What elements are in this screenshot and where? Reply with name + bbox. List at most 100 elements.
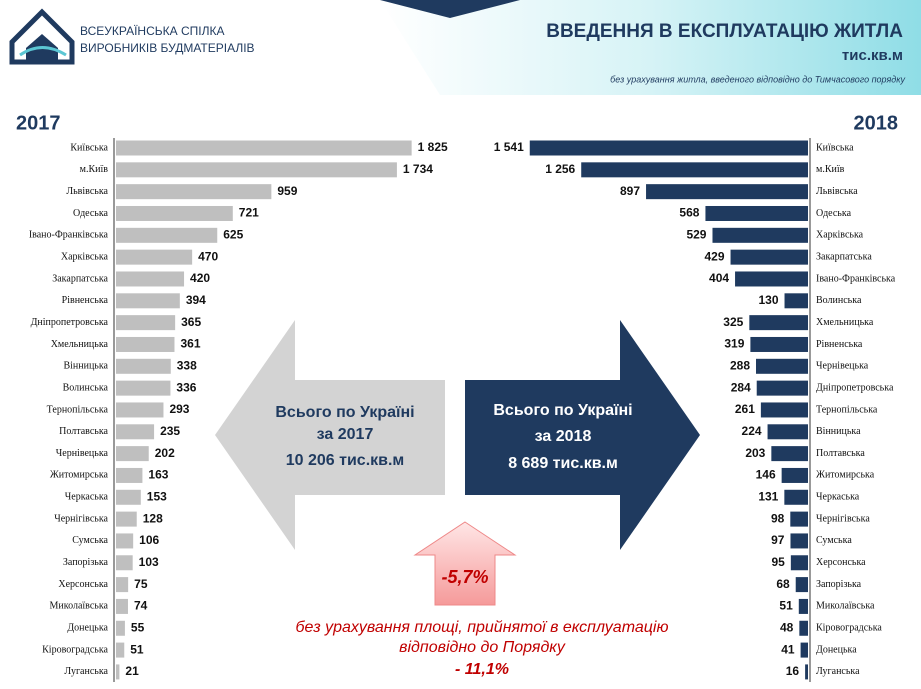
bar <box>116 140 412 156</box>
bar <box>750 336 808 352</box>
value-label: 146 <box>756 468 776 482</box>
bar <box>799 620 808 636</box>
header-accent <box>380 0 520 18</box>
change: -5,7% <box>441 567 488 587</box>
value-label: 235 <box>160 424 180 438</box>
value-label: 959 <box>277 184 297 198</box>
category-label: Запорізька <box>816 579 862 590</box>
bar <box>805 664 808 680</box>
bar <box>116 315 176 331</box>
category-label: Миколаївська <box>50 601 109 612</box>
value-label: 97 <box>771 533 785 547</box>
value-label: 319 <box>724 337 744 351</box>
category-label: Херсонська <box>58 579 108 590</box>
value-label: 95 <box>771 555 785 569</box>
value-label: 74 <box>134 599 148 613</box>
bar <box>116 620 125 636</box>
note: відповідно до Порядку <box>399 639 566 656</box>
value-label: 897 <box>620 184 640 198</box>
bar <box>771 446 808 462</box>
bar <box>790 555 808 571</box>
value-label: 21 <box>125 664 139 678</box>
bar <box>767 424 808 440</box>
bar <box>790 533 808 549</box>
total-label: за 2018 <box>535 428 592 445</box>
bar <box>116 446 149 462</box>
category-label: Чернівецька <box>816 361 869 372</box>
bar <box>798 598 808 614</box>
category-label: Донецька <box>67 623 108 634</box>
category-label: Рівненська <box>62 295 109 306</box>
category-label: Херсонська <box>816 557 866 568</box>
bar <box>116 598 128 614</box>
value-label: 128 <box>143 511 163 525</box>
value-label: 338 <box>177 358 197 372</box>
value-label: 261 <box>735 402 755 416</box>
bar <box>116 271 185 287</box>
value-label: 51 <box>779 599 793 613</box>
value-label: 55 <box>131 620 145 634</box>
category-label: Львівська <box>66 186 108 197</box>
total-value: 8 689 тис.кв.м <box>508 455 618 472</box>
total-value: 10 206 тис.кв.м <box>286 452 405 469</box>
bar <box>116 227 218 243</box>
bar <box>760 402 808 418</box>
bar <box>790 511 808 527</box>
category-label: Миколаївська <box>816 601 875 612</box>
value-label: 68 <box>776 577 790 591</box>
chart-title: 2017 <box>16 112 61 134</box>
category-label: Закарпатська <box>52 273 108 284</box>
category-label: Дніпропетровська <box>816 382 894 393</box>
value-label: 365 <box>181 315 201 329</box>
value-label: 529 <box>686 227 706 241</box>
category-label: Дніпропетровська <box>31 317 109 328</box>
org-name: ВСЕУКРАЇНСЬКА СПІЛКА <box>80 24 224 38</box>
value-label: 106 <box>139 533 159 547</box>
category-label: Чернігівська <box>54 513 108 524</box>
bar <box>116 358 171 374</box>
category-label: Хмельницька <box>51 339 109 350</box>
value-label: 51 <box>130 642 144 656</box>
bar <box>800 642 808 658</box>
value-label: 284 <box>731 380 751 394</box>
bar <box>795 577 808 593</box>
value-label: 470 <box>198 249 218 263</box>
logo <box>9 8 75 65</box>
bar <box>116 336 175 352</box>
category-label: Черкаська <box>816 492 860 503</box>
value-label: 75 <box>134 577 148 591</box>
org-name: ВИРОБНИКІВ БУДМАТЕРІАЛІВ <box>80 41 255 55</box>
bar <box>116 249 193 265</box>
bar <box>116 205 233 221</box>
bar <box>756 380 808 396</box>
arrow-2017 <box>215 320 445 550</box>
value-label: 202 <box>155 446 175 460</box>
category-label: Полтавська <box>816 448 865 459</box>
category-label: Луганська <box>816 666 860 677</box>
value-label: 1 825 <box>418 140 448 154</box>
note: - 11,1% <box>455 661 509 678</box>
bar <box>730 249 808 265</box>
value-label: 130 <box>758 293 778 307</box>
total-label: Всього по Україні <box>275 404 414 421</box>
category-label: Івано-Франківська <box>816 273 896 284</box>
category-label: Хмельницька <box>816 317 874 328</box>
bar <box>116 467 143 483</box>
value-label: 1 541 <box>494 140 524 154</box>
bar <box>784 489 808 505</box>
title: ВВЕДЕННЯ В ЕКСПЛУАТАЦІЮ ЖИТЛА <box>546 21 903 42</box>
total-label: за 2017 <box>317 426 374 443</box>
bar <box>116 664 120 680</box>
bar <box>749 315 808 331</box>
bar <box>116 642 125 658</box>
category-label: Житомирська <box>816 470 875 481</box>
category-label: Житомирська <box>50 470 109 481</box>
value-label: 48 <box>780 620 794 634</box>
value-label: 394 <box>186 293 206 307</box>
bar <box>116 489 141 505</box>
bar <box>712 227 808 243</box>
category-label: Вінницька <box>816 426 861 437</box>
category-label: Львівська <box>816 186 858 197</box>
category-label: Кіровоградська <box>816 623 882 634</box>
category-label: Тернопільська <box>47 404 109 415</box>
